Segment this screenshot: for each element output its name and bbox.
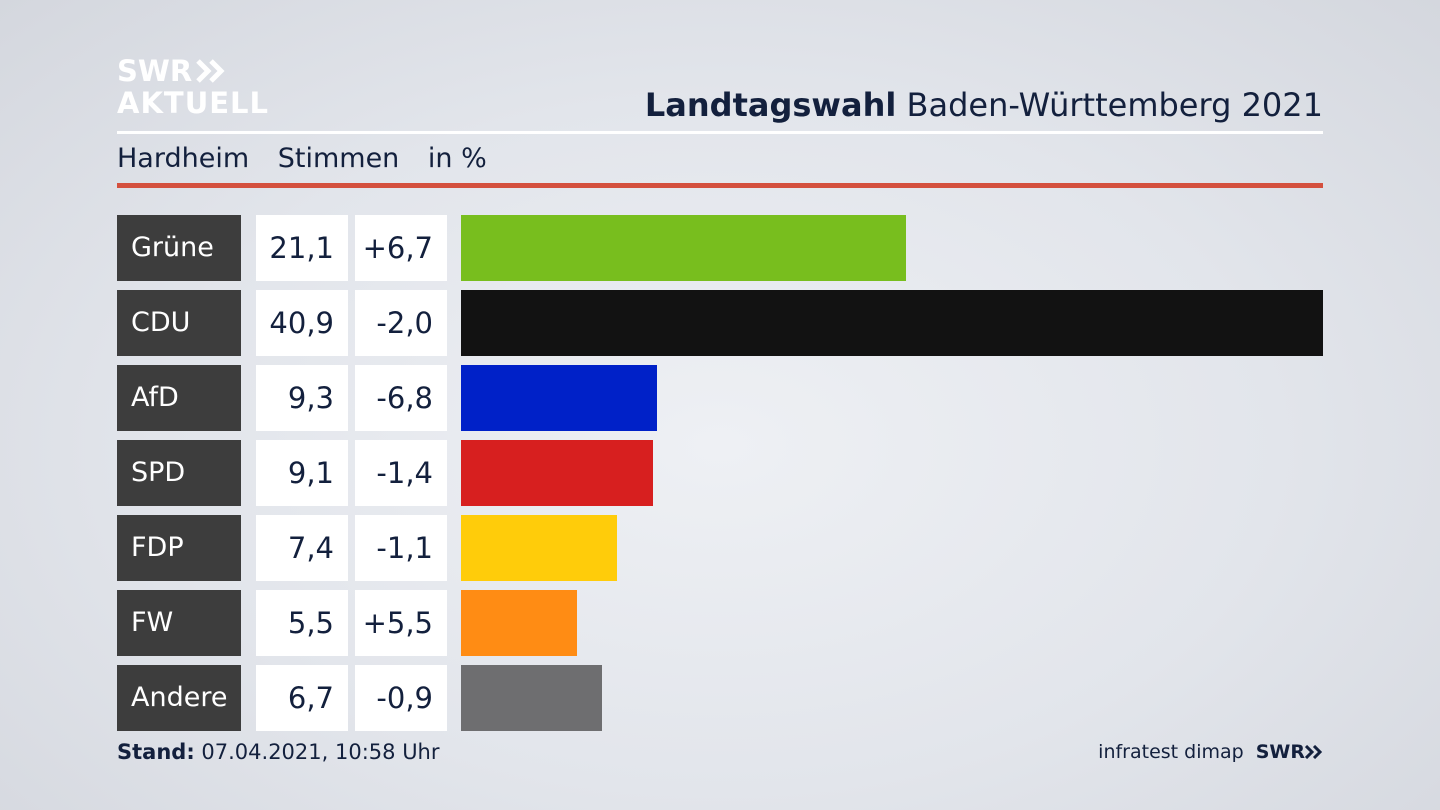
logo-line-1: SWR xyxy=(117,54,193,88)
party-label: AfD xyxy=(117,365,241,431)
chart-row: FDP 7,4 -1,1 xyxy=(117,515,1323,581)
subheader: Hardheim Stimmen in % xyxy=(117,143,507,174)
chart-row: AfD 9,3 -6,8 xyxy=(117,365,1323,431)
double-chevron-icon xyxy=(196,59,225,83)
bar xyxy=(461,665,603,731)
bar xyxy=(461,440,653,506)
chart-row: Andere 6,7 -0,9 xyxy=(117,665,1323,731)
chart-row: SPD 9,1 -1,4 xyxy=(117,440,1323,506)
value-label: 21,1 xyxy=(256,215,348,281)
page-title: Landtagswahl Baden-Württemberg 2021 xyxy=(645,86,1323,124)
diff-label: -2,0 xyxy=(355,290,447,356)
swr-small-logo-text: SWR xyxy=(1255,741,1305,763)
diff-label: -1,4 xyxy=(355,440,447,506)
title-rest: Baden-Württemberg 2021 xyxy=(906,86,1324,124)
value-label: 6,7 xyxy=(256,665,348,731)
value-label: 9,3 xyxy=(256,365,348,431)
party-label: Grüne xyxy=(117,215,241,281)
value-label: 9,1 xyxy=(256,440,348,506)
accent-divider xyxy=(117,183,1323,188)
diff-label: +5,5 xyxy=(355,590,447,656)
diff-label: -1,1 xyxy=(355,515,447,581)
swr-aktuell-logo: SWR AKTUELL xyxy=(117,55,269,119)
bar xyxy=(461,365,657,431)
timestamp: Stand: 07.04.2021, 10:58 Uhr xyxy=(117,740,440,764)
unit-label: in % xyxy=(427,143,487,174)
diff-label: -0,9 xyxy=(355,665,447,731)
bar xyxy=(461,590,577,656)
place-label: Hardheim xyxy=(117,143,250,174)
value-label: 5,5 xyxy=(256,590,348,656)
diff-label: -6,8 xyxy=(355,365,447,431)
logo-line-2: AKTUELL xyxy=(117,86,270,120)
chart-row: Grüne 21,1 +6,7 xyxy=(117,215,1323,281)
party-label: FDP xyxy=(117,515,241,581)
measure-label: Stimmen xyxy=(277,143,400,174)
chart-row: CDU 40,9 -2,0 xyxy=(117,290,1323,356)
value-label: 40,9 xyxy=(256,290,348,356)
party-label: FW xyxy=(117,590,241,656)
value-label: 7,4 xyxy=(256,515,348,581)
source-label: infratest dimap xyxy=(1098,741,1244,763)
party-label: CDU xyxy=(117,290,241,356)
diff-label: +6,7 xyxy=(355,215,447,281)
title-bold: Landtagswahl xyxy=(644,86,897,124)
party-label: SPD xyxy=(117,440,241,506)
double-chevron-small-icon xyxy=(1305,745,1323,759)
header-divider xyxy=(117,131,1323,134)
swr-small-logo: SWR xyxy=(1256,741,1323,763)
stand-label: Stand: xyxy=(117,740,195,764)
bar xyxy=(461,290,1323,356)
party-label: Andere xyxy=(117,665,241,731)
stand-value: 07.04.2021, 10:58 Uhr xyxy=(201,740,440,764)
bar xyxy=(461,515,617,581)
source-credit: infratest dimap SWR xyxy=(1098,741,1323,763)
chart-row: FW 5,5 +5,5 xyxy=(117,590,1323,656)
bar xyxy=(461,215,906,281)
